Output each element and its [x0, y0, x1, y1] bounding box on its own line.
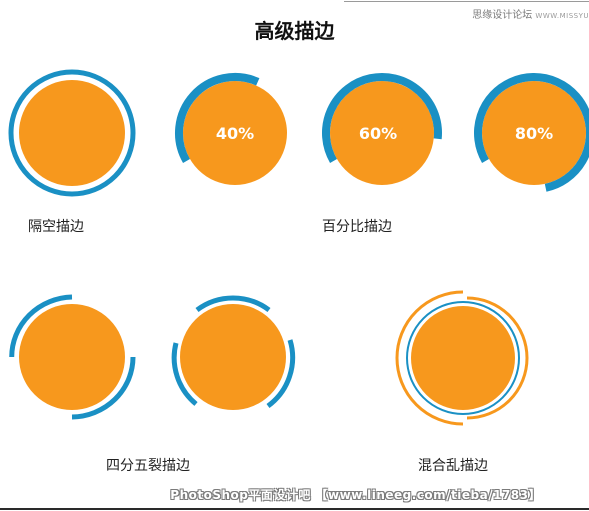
percent-60-disc — [330, 81, 434, 185]
percent-40-example: 40% — [175, 73, 287, 185]
split-stroke-example-a — [9, 294, 136, 420]
gap-stroke-disc — [19, 80, 125, 186]
mixed-outer-arc — [395, 290, 464, 426]
split-b-arc-right — [266, 339, 296, 409]
percent-60-label: 60% — [359, 124, 397, 143]
mixed-stroke-caption: 混合乱描边 — [418, 458, 488, 474]
percent-40-label: 40% — [216, 124, 254, 143]
split-a-disc — [19, 304, 125, 410]
split-a-arc-bottom — [71, 356, 136, 420]
percent-80-arc — [474, 73, 589, 192]
footer-bar — [0, 480, 589, 508]
split-stroke-caption: 四分五裂描边 — [106, 458, 190, 474]
percent-60-example: 60% — [322, 73, 442, 185]
watermark-cn: 思缘设计论坛 — [472, 10, 533, 21]
mixed-disc — [411, 306, 515, 410]
page-title: 高级描边 — [254, 19, 335, 43]
split-a-arc-top — [9, 294, 73, 358]
percent-80-label: 80% — [515, 124, 553, 143]
split-b-disc — [180, 304, 286, 410]
percent-80-disc — [482, 81, 586, 185]
gap-stroke-ring — [8, 69, 136, 197]
mixed-stroke-example — [395, 290, 529, 426]
percent-80-example: 80% — [474, 73, 589, 192]
footer-rule — [0, 508, 589, 510]
top-divider-line — [344, 1, 589, 2]
percent-40-disc — [183, 81, 287, 185]
footer-watermark: PhotoShop平面设计吧 【www.lineeg.com/tieba/178… — [170, 488, 541, 502]
mixed-inner-ring — [406, 301, 520, 415]
site-watermark: 思缘设计论坛 WWW.MISSYU — [472, 6, 589, 21]
watermark-en: WWW.MISSYU — [535, 12, 589, 20]
split-stroke-example-b — [171, 295, 296, 410]
percent-60-arc — [322, 73, 442, 163]
gap-stroke-caption: 隔空描边 — [28, 219, 84, 235]
split-b-arc-top — [195, 295, 271, 313]
percent-stroke-caption: 百分比描边 — [322, 219, 392, 235]
percent-40-arc — [175, 73, 260, 163]
mixed-outer-arc-right — [466, 296, 529, 420]
split-b-arc-left — [171, 342, 198, 406]
gap-stroke-example — [8, 69, 136, 197]
